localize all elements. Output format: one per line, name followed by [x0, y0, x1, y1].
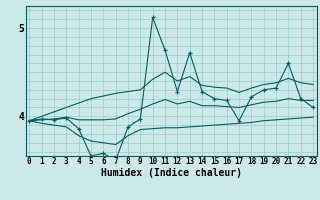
X-axis label: Humidex (Indice chaleur): Humidex (Indice chaleur): [101, 168, 242, 178]
